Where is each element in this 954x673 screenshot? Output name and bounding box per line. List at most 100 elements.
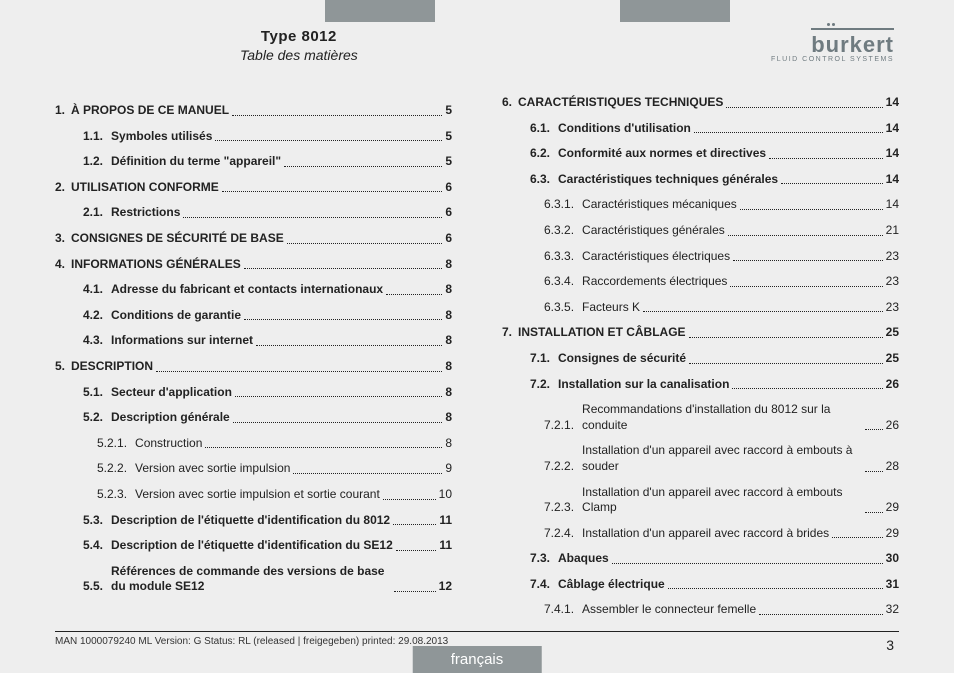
toc-entry[interactable]: 5.2.Description générale8: [83, 410, 452, 426]
toc-entry-number: 6.3.1.: [544, 197, 574, 213]
toc-leader: [726, 107, 882, 108]
toc-entry-number: 6.2.: [530, 146, 550, 162]
toc-entry[interactable]: 2.UTILISATION CONFORME6: [55, 180, 452, 196]
toc-entry[interactable]: 4.3.Informations sur internet8: [83, 333, 452, 349]
toc-entry[interactable]: 5.4.Description de l'étiquette d'identif…: [83, 538, 452, 554]
toc-entry[interactable]: 3.CONSIGNES DE SÉCURITÉ DE BASE6: [55, 231, 452, 247]
toc-entry[interactable]: 7.2.4.Installation d'un appareil avec ra…: [544, 526, 899, 542]
toc-entry-page: 6: [445, 231, 452, 247]
toc-entry-label: Consignes de sécurité: [558, 351, 686, 367]
toc-entry-label: Conditions de garantie: [111, 308, 241, 324]
toc-entry-number: 7.2.3.: [544, 500, 574, 516]
toc-entry[interactable]: 5.3.Description de l'étiquette d'identif…: [83, 513, 452, 529]
toc-entry-page: 5: [445, 129, 452, 145]
toc-entry-label: Installation d'un appareil avec raccord …: [582, 443, 862, 474]
toc-entry[interactable]: 4.1. Adresse du fabricant et contacts int…: [83, 282, 452, 298]
toc-entry-label: Conditions d'utilisation: [558, 121, 691, 137]
toc-leader: [394, 591, 436, 592]
toc-entry-page: 23: [886, 249, 899, 265]
toc-entry[interactable]: 6.3.5.Facteurs K23: [544, 300, 899, 316]
brand-logo: burkert FLUID CONTROL SYSTEMS: [771, 28, 894, 63]
toc-leader: [740, 209, 883, 210]
toc-entry[interactable]: 7.4.Câblage électrique31: [530, 577, 899, 593]
tab-marker-left: [325, 0, 435, 22]
toc-entry-number: 6.: [502, 95, 512, 111]
toc-entry-label: Caractéristiques générales: [582, 223, 725, 239]
toc-entry-label: Définition du terme "appareil": [111, 154, 281, 170]
doc-type-title: Type 8012: [240, 28, 358, 45]
toc-entry-number: 6.3.3.: [544, 249, 574, 265]
doc-subtitle: Table des matières: [240, 47, 358, 63]
toc-entry[interactable]: 6.3.3.Caractéristiques électriques23: [544, 249, 899, 265]
toc-entry[interactable]: 5.1.Secteur d'application8: [83, 385, 452, 401]
toc-entry-page: 5: [445, 103, 452, 119]
toc-entry[interactable]: 6.3.Caractéristiques techniques générale…: [530, 172, 899, 188]
page-footer: MAN 1000079240 ML Version: G Status: RL …: [55, 631, 899, 647]
toc-entry[interactable]: 4.2.Conditions de garantie8: [83, 308, 452, 324]
toc-leader: [233, 422, 443, 423]
toc-entry[interactable]: 7.2.Installation sur la canalisation26: [530, 377, 899, 393]
toc-entry[interactable]: 6.3.2.Caractéristiques générales21: [544, 223, 899, 239]
toc-entry-page: 8: [445, 359, 452, 375]
toc-leader: [865, 429, 883, 430]
toc-entry[interactable]: 4.INFORMATIONS GÉNÉRALES8: [55, 257, 452, 273]
toc-leader: [235, 396, 442, 397]
toc-entry[interactable]: 6.3.4.Raccordements électriques23: [544, 274, 899, 290]
toc-leader: [215, 140, 442, 141]
toc-leader: [222, 191, 443, 192]
toc-entry-label: Adresse du fabricant et contacts interna…: [111, 282, 383, 298]
toc-entry-page: 12: [439, 579, 452, 595]
toc-entry-page: 8: [445, 385, 452, 401]
toc-entry[interactable]: 1.2.Définition du terme "appareil"5: [83, 154, 452, 170]
toc-entry[interactable]: 6.2.Conformité aux normes et directives1…: [530, 146, 899, 162]
toc-leader: [865, 512, 883, 513]
toc-entry[interactable]: 1. À PROPOS DE CE MANUEL 5: [55, 103, 452, 119]
toc-entry-label: Restrictions: [111, 205, 180, 221]
toc-entry[interactable]: 7.2.3.Installation d'un appareil avec ra…: [544, 485, 899, 516]
toc-entry-page: 8: [445, 257, 452, 273]
toc-entry-label: À PROPOS DE CE MANUEL: [71, 103, 229, 119]
document-page: Type 8012 Table des matières burkert FLU…: [0, 0, 954, 673]
toc-entry-page: 8: [445, 410, 452, 426]
toc-entry-page: 8: [445, 308, 452, 324]
toc-leader: [689, 363, 883, 364]
toc-entry-label: Conformité aux normes et directives: [558, 146, 766, 162]
toc-entry-label: Informations sur internet: [111, 333, 253, 349]
toc-entry-label: INFORMATIONS GÉNÉRALES: [71, 257, 241, 273]
toc-entry-number: 7.2.4.: [544, 526, 574, 542]
toc-entry[interactable]: 1.1.Symboles utilisés5: [83, 129, 452, 145]
toc-entry-page: 14: [886, 197, 899, 213]
toc-entry-number: 1.2.: [83, 154, 103, 170]
toc-entry[interactable]: 7.1.Consignes de sécurité25: [530, 351, 899, 367]
toc-entry-page: 32: [886, 602, 899, 618]
toc-leader: [383, 499, 436, 500]
language-tab: français: [413, 646, 542, 673]
toc-entry-page: 26: [886, 418, 899, 434]
toc-entry[interactable]: 7.3.Abaques30: [530, 551, 899, 567]
toc-entry[interactable]: 5.2.3.Version avec sortie impulsion et s…: [97, 487, 452, 503]
toc-entry[interactable]: 7.INSTALLATION ET CÂBLAGE25: [502, 325, 899, 341]
toc-entry[interactable]: 5.2.2.Version avec sortie impulsion9: [97, 461, 452, 477]
toc-entry[interactable]: 5.5.Références de commande des versions …: [83, 564, 452, 595]
toc-entry-number: 1.: [55, 103, 65, 119]
toc-entry-page: 29: [886, 500, 899, 516]
toc-entry[interactable]: 5.2.1.Construction8: [97, 436, 452, 452]
toc-entry[interactable]: 2.1.Restrictions6: [83, 205, 452, 221]
toc-entry[interactable]: 7.4.1.Assembler le connecteur femelle32: [544, 602, 899, 618]
toc-leader: [244, 319, 442, 320]
toc-entry-number: 4.1.: [83, 282, 103, 298]
toc-leader: [284, 166, 442, 167]
toc-entry[interactable]: 6.3.1.Caractéristiques mécaniques14: [544, 197, 899, 213]
toc-leader: [396, 550, 437, 551]
toc-entry-number: 5.2.1.: [97, 436, 127, 452]
toc-entry[interactable]: 6.1.Conditions d'utilisation14: [530, 121, 899, 137]
toc-leader: [759, 614, 883, 615]
toc-entry-page: 29: [886, 526, 899, 542]
toc-entry-page: 8: [445, 436, 452, 452]
toc-entry-number: 5.4.: [83, 538, 103, 554]
toc-entry[interactable]: 7.2.2.Installation d'un appareil avec ra…: [544, 443, 899, 474]
toc-entry[interactable]: 7.2.1.Recommandations d'installation du …: [544, 402, 899, 433]
toc-entry[interactable]: 6.CARACTÉRISTIQUES TECHNIQUES14: [502, 95, 899, 111]
toc-leader: [256, 345, 442, 346]
toc-entry[interactable]: 5.DESCRIPTION8: [55, 359, 452, 375]
